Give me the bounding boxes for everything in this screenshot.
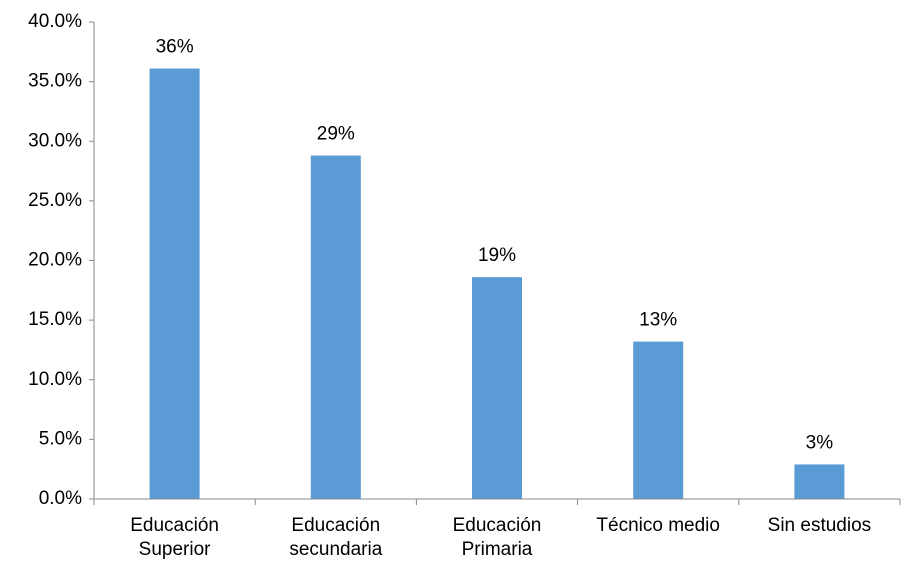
x-tick-label-line: Educación <box>453 515 542 536</box>
data-label: 19% <box>478 245 516 266</box>
y-tick-label: 15.0% <box>28 309 82 330</box>
x-tick-label: Sin estudios <box>768 515 872 536</box>
y-tick-label: 10.0% <box>28 369 82 390</box>
data-label: 29% <box>317 124 355 145</box>
data-label: 36% <box>156 37 194 58</box>
data-label: 13% <box>639 310 677 331</box>
x-tick-label: Técnico medio <box>596 515 720 536</box>
y-tick-label: 25.0% <box>28 190 82 211</box>
x-tick-label-line: Superior <box>139 539 211 560</box>
y-tick-label: 35.0% <box>28 71 82 92</box>
x-tick-label-line: Educación <box>291 515 380 536</box>
x-tick-label-line: Sin estudios <box>768 515 872 536</box>
x-tick-label: Educación Primaria <box>453 515 542 560</box>
y-tick-label: 5.0% <box>39 428 82 449</box>
y-tick-label: 20.0% <box>28 250 82 271</box>
y-tick-label: 30.0% <box>28 130 82 151</box>
y-tick-label: 40.0% <box>28 11 82 32</box>
bar <box>794 464 845 499</box>
data-label: 3% <box>806 432 834 453</box>
x-tick-label: Educación secundaria <box>289 515 382 560</box>
x-tick-label: Educación Superior <box>130 515 219 560</box>
x-tick-label-line: Técnico medio <box>596 515 720 536</box>
x-tick-label-line: Primaria <box>462 539 533 560</box>
bar <box>472 277 522 499</box>
bar <box>633 341 684 499</box>
x-tick-label-line: Educación <box>130 515 219 536</box>
x-tick-label-line: secundaria <box>289 539 382 560</box>
y-tick-label: 0.0% <box>39 488 82 509</box>
bar <box>310 155 361 499</box>
bar <box>149 68 200 499</box>
